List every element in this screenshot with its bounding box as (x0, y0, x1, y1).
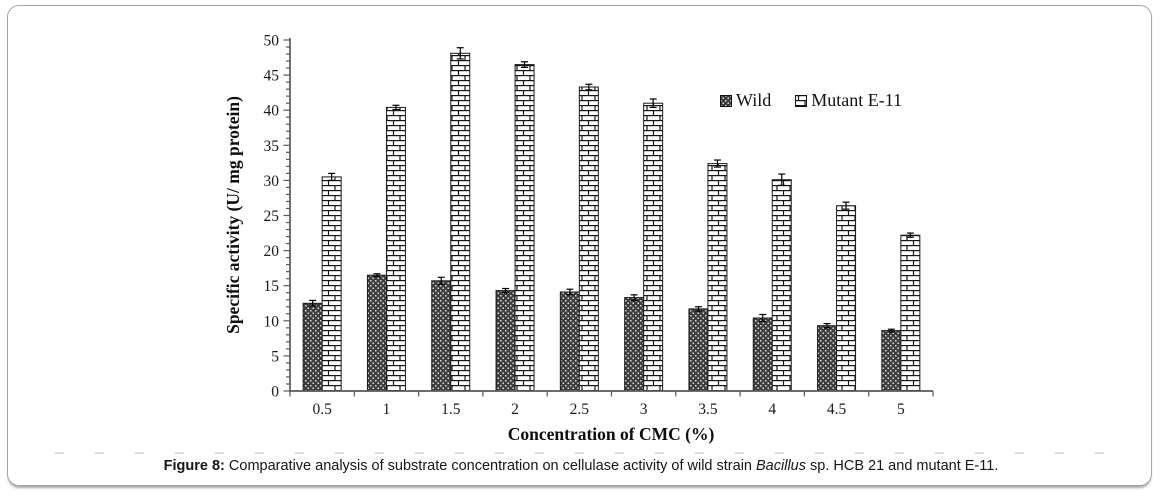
y-tick-label: 45 (264, 68, 280, 85)
figure-frame (7, 5, 1152, 486)
y-tick-label: 40 (264, 103, 280, 120)
x-tick-label: 3 (640, 401, 648, 418)
x-tick-label: 2.5 (570, 401, 590, 418)
figure-caption-text-end: sp. HCB 21 and mutant E-11. (805, 458, 999, 474)
legend: Wild Mutant E-11 (720, 90, 902, 111)
scan-artifact-dashes (55, 452, 1105, 454)
figure-caption-italic: Bacillus (756, 458, 806, 474)
y-tick-label: 50 (264, 33, 280, 50)
figure-caption-label: Figure 8: (163, 458, 225, 474)
x-tick-label: 4.5 (827, 401, 847, 418)
legend-label-wild: Wild (736, 90, 772, 110)
x-tick-label: 2 (511, 401, 519, 418)
y-tick-label: 10 (264, 313, 280, 330)
x-tick-label: 1 (383, 401, 391, 418)
legend-label-mutant: Mutant E-11 (811, 90, 903, 110)
y-tick-label: 25 (264, 208, 280, 225)
x-tick-label: 1.5 (441, 401, 461, 418)
y-tick-label: 35 (264, 138, 280, 155)
x-tick-label: 5 (897, 401, 905, 418)
y-tick-label: 15 (264, 278, 280, 295)
figure-caption-text: Comparative analysis of substrate concen… (224, 458, 757, 474)
bar-chart: 0 5 10 15 20 25 30 35 40 45 50 0.5 1 1.5 2 2.5 3 3.5 4 4.5 5… (223, 33, 934, 444)
y-tick-label: 20 (264, 243, 280, 260)
legend-item-wild: Wild (720, 90, 771, 111)
y-tick-label: 0 (271, 384, 279, 401)
x-tick-label: 3.5 (698, 401, 718, 418)
legend-item-mutant: Mutant E-11 (795, 90, 902, 111)
wild-swatch-icon (720, 94, 732, 107)
chart-generated-content: 0 5 10 15 20 25 30 35 40 45 50 0.5 1 1.5 2 2.5 3 3.5 4 4.5 5 (264, 33, 934, 418)
x-tick-label: 4 (768, 401, 776, 418)
x-axis-title: Concentration of CMC (%) (508, 424, 715, 444)
mutant-swatch-icon (795, 94, 808, 107)
figure-caption: Figure 8: Comparative analysis of substr… (0, 458, 1162, 474)
y-tick-label: 5 (271, 348, 279, 365)
x-tick-label: 0.5 (312, 401, 332, 418)
y-axis-title: Specific activity (U/ mg protein) (223, 96, 243, 334)
y-tick-label: 30 (264, 173, 280, 190)
